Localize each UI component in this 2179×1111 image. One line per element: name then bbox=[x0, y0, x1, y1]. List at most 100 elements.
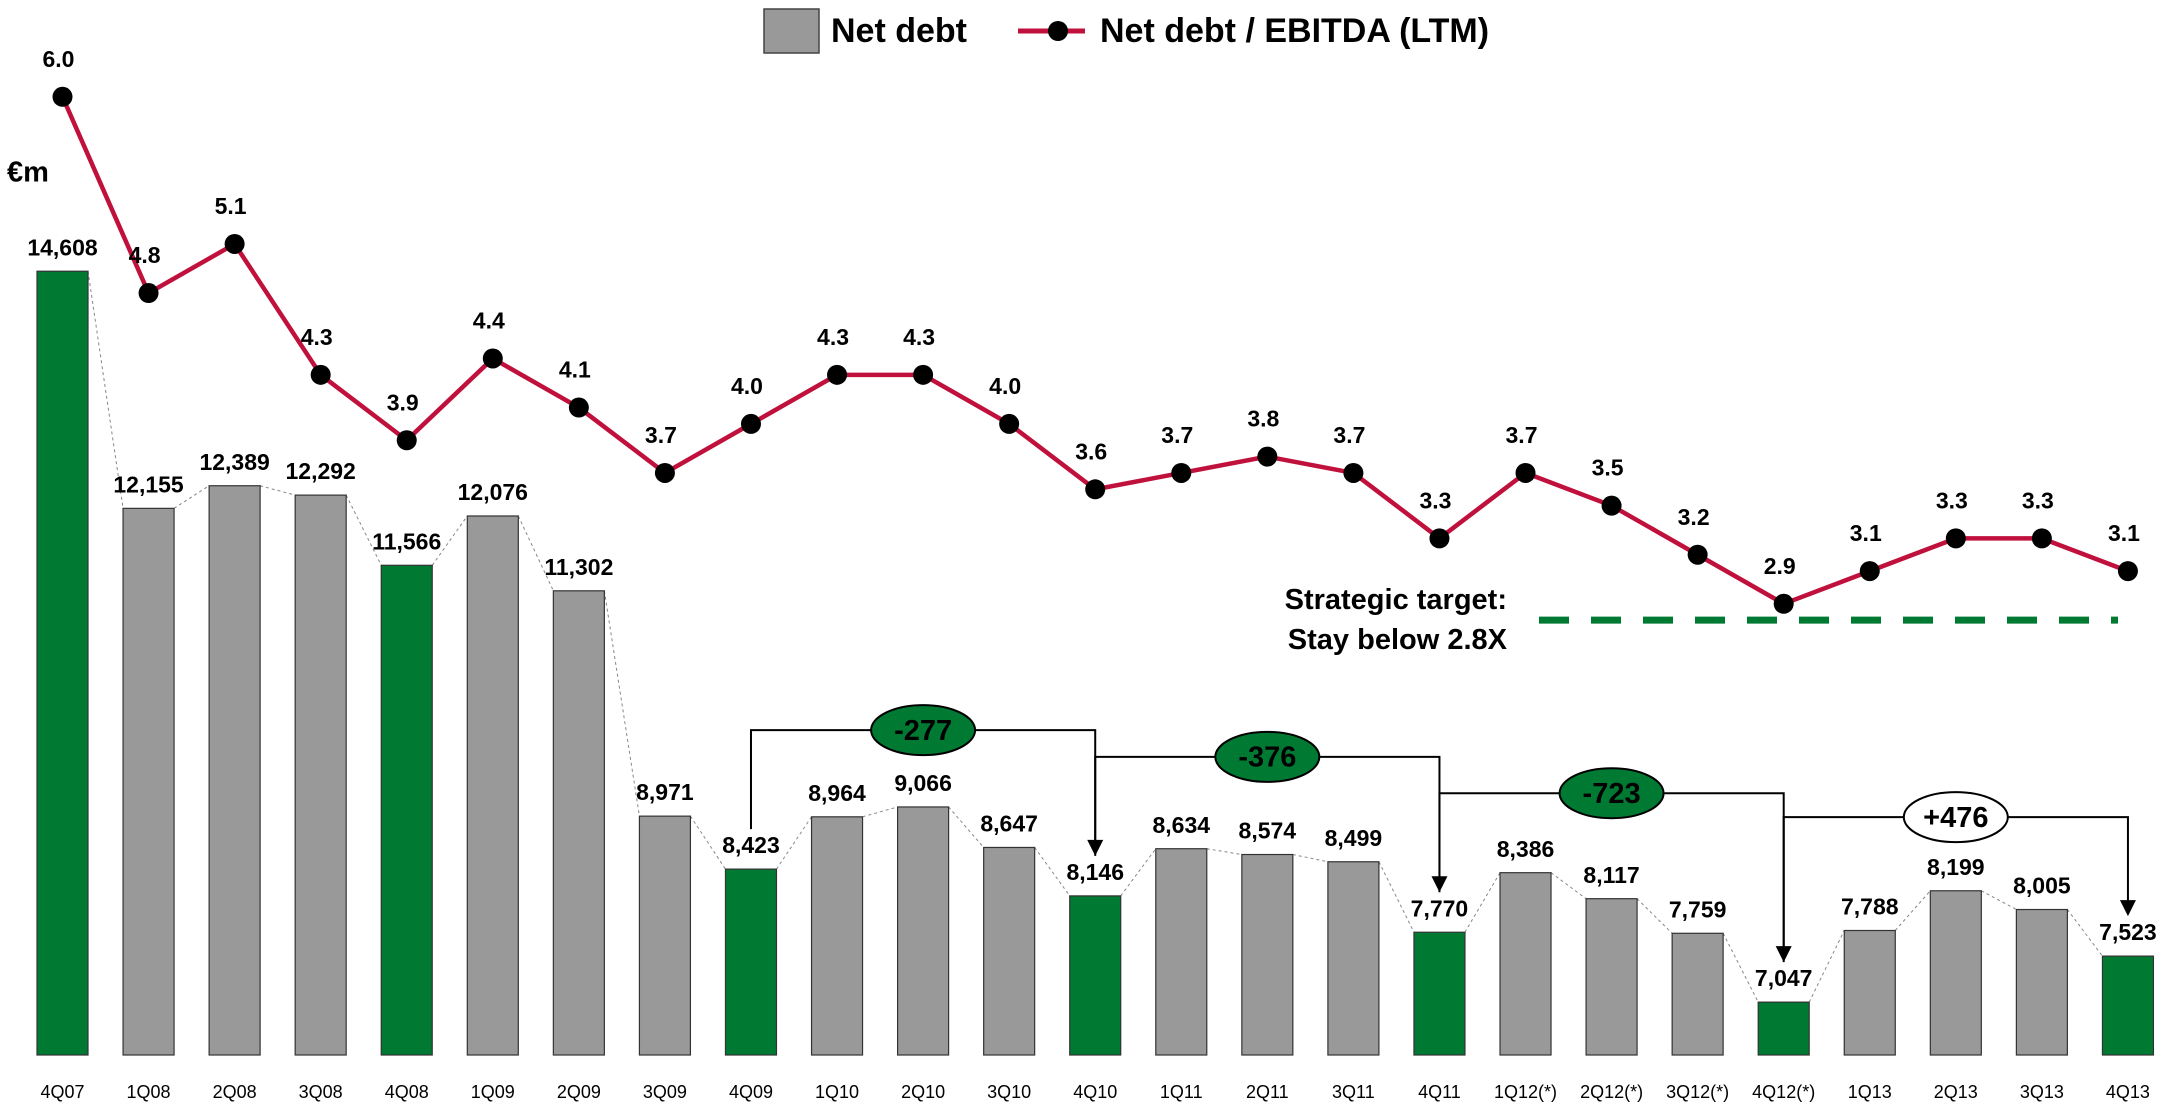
line-value-label: 3.1 bbox=[1850, 520, 1882, 546]
line-value-label: 4.0 bbox=[731, 373, 763, 399]
line-value-label: 3.6 bbox=[1075, 438, 1107, 464]
bar bbox=[1757, 1001, 1810, 1056]
bar bbox=[1327, 861, 1380, 1056]
annotation-label: -376 bbox=[1238, 742, 1296, 774]
x-tick-label: 2Q08 bbox=[213, 1082, 257, 1102]
connector bbox=[259, 485, 296, 496]
bar-value-label: 7,788 bbox=[1841, 894, 1899, 920]
line-value-label: 6.0 bbox=[43, 46, 75, 72]
target-label: Stay below 2.8X bbox=[1288, 624, 1508, 656]
bar-value-label: 12,076 bbox=[458, 479, 528, 505]
line-value-label: 3.3 bbox=[1936, 487, 1968, 513]
connector bbox=[1120, 848, 1157, 897]
connector bbox=[603, 590, 640, 817]
bar bbox=[1155, 848, 1208, 1056]
connector bbox=[1894, 890, 1931, 931]
connector bbox=[1378, 861, 1415, 933]
line-value-label: 3.7 bbox=[1333, 422, 1365, 448]
x-tick-label: 1Q12(*) bbox=[1494, 1082, 1557, 1102]
bar-value-label: 12,292 bbox=[286, 458, 356, 484]
line-value-label: 3.8 bbox=[1247, 406, 1279, 432]
x-tick-label: 3Q10 bbox=[987, 1082, 1031, 1102]
target-label: Strategic target: bbox=[1285, 584, 1507, 616]
bar bbox=[294, 494, 347, 1056]
line-point bbox=[1343, 462, 1364, 483]
line-value-label: 4.4 bbox=[473, 308, 505, 334]
x-tick-label: 2Q12(*) bbox=[1580, 1082, 1643, 1102]
bar bbox=[122, 507, 175, 1056]
line-point bbox=[482, 348, 503, 369]
x-tick-label: 2Q11 bbox=[1246, 1082, 1289, 1102]
bar-value-label: 12,155 bbox=[113, 471, 184, 497]
bar bbox=[1671, 932, 1724, 1056]
line-value-label: 3.3 bbox=[2022, 487, 2054, 513]
bar-value-label: 8,634 bbox=[1152, 812, 1210, 838]
annotation-label: -723 bbox=[1583, 778, 1641, 810]
line-value-label: 5.1 bbox=[215, 193, 247, 219]
annotation-label: -277 bbox=[894, 715, 952, 747]
line-point bbox=[138, 283, 159, 304]
bar-value-label: 8,005 bbox=[2013, 873, 2071, 899]
bar bbox=[983, 846, 1036, 1056]
line-point bbox=[1171, 462, 1192, 483]
connector bbox=[1636, 898, 1673, 934]
connector bbox=[1808, 930, 1845, 1003]
bar-value-label: 8,117 bbox=[1583, 862, 1639, 888]
line-value-label: 4.3 bbox=[903, 324, 935, 350]
x-tick-label: 4Q11 bbox=[1418, 1082, 1461, 1102]
x-tick-label: 3Q11 bbox=[1332, 1082, 1375, 1102]
bar bbox=[638, 815, 692, 1056]
line-point bbox=[1601, 495, 1622, 516]
bar bbox=[1929, 890, 1982, 1056]
bar bbox=[2101, 955, 2155, 1056]
line-value-label: 3.7 bbox=[1506, 422, 1538, 448]
line-point bbox=[1257, 446, 1278, 467]
x-tick-label: 4Q08 bbox=[385, 1082, 429, 1102]
line-value-label: 3.3 bbox=[1419, 487, 1451, 513]
annotation-label: +476 bbox=[1923, 802, 1988, 834]
line-point bbox=[654, 462, 675, 483]
line-point bbox=[1687, 544, 1708, 565]
bar bbox=[36, 270, 89, 1056]
connector bbox=[776, 816, 812, 870]
bar-value-label: 12,389 bbox=[199, 449, 269, 475]
connector bbox=[690, 815, 726, 870]
line-point bbox=[827, 364, 848, 385]
bar-value-label: 8,199 bbox=[1927, 854, 1985, 880]
line-value-label: 4.3 bbox=[301, 324, 333, 350]
bar bbox=[1069, 895, 1122, 1056]
bar-value-label: 7,759 bbox=[1669, 896, 1727, 922]
legend-label: Net debt bbox=[831, 12, 967, 50]
line-point bbox=[396, 430, 417, 451]
line-value-label: 4.3 bbox=[817, 324, 849, 350]
annotation-badge bbox=[1902, 791, 2009, 844]
connector bbox=[1292, 854, 1329, 863]
connector bbox=[431, 515, 468, 566]
line-point bbox=[913, 364, 934, 385]
bar bbox=[208, 485, 261, 1056]
connector bbox=[1464, 872, 1501, 933]
bar bbox=[1585, 898, 1638, 1056]
x-tick-label: 4Q09 bbox=[729, 1082, 773, 1102]
bar bbox=[2015, 908, 2068, 1056]
bar bbox=[380, 564, 433, 1056]
connector bbox=[1206, 848, 1242, 856]
bar bbox=[1843, 929, 1896, 1056]
x-tick-label: 1Q09 bbox=[471, 1082, 515, 1102]
bar bbox=[1413, 931, 1466, 1056]
line-point bbox=[2117, 561, 2138, 582]
x-tick-label: 2Q13 bbox=[1934, 1082, 1978, 1102]
connector bbox=[948, 806, 985, 848]
annotation-badge bbox=[1214, 730, 1321, 783]
x-tick-label: 4Q13 bbox=[2106, 1082, 2150, 1102]
bar-value-label: 7,047 bbox=[1755, 965, 1813, 991]
x-tick-label: 1Q10 bbox=[815, 1082, 859, 1102]
bar-value-label: 7,523 bbox=[2099, 919, 2157, 945]
line-point bbox=[1773, 593, 1794, 614]
bar bbox=[1499, 872, 1552, 1056]
bar bbox=[552, 590, 605, 1056]
x-tick-label: 2Q10 bbox=[901, 1082, 945, 1102]
line-point bbox=[568, 397, 589, 418]
unit-label: €m bbox=[7, 157, 49, 189]
